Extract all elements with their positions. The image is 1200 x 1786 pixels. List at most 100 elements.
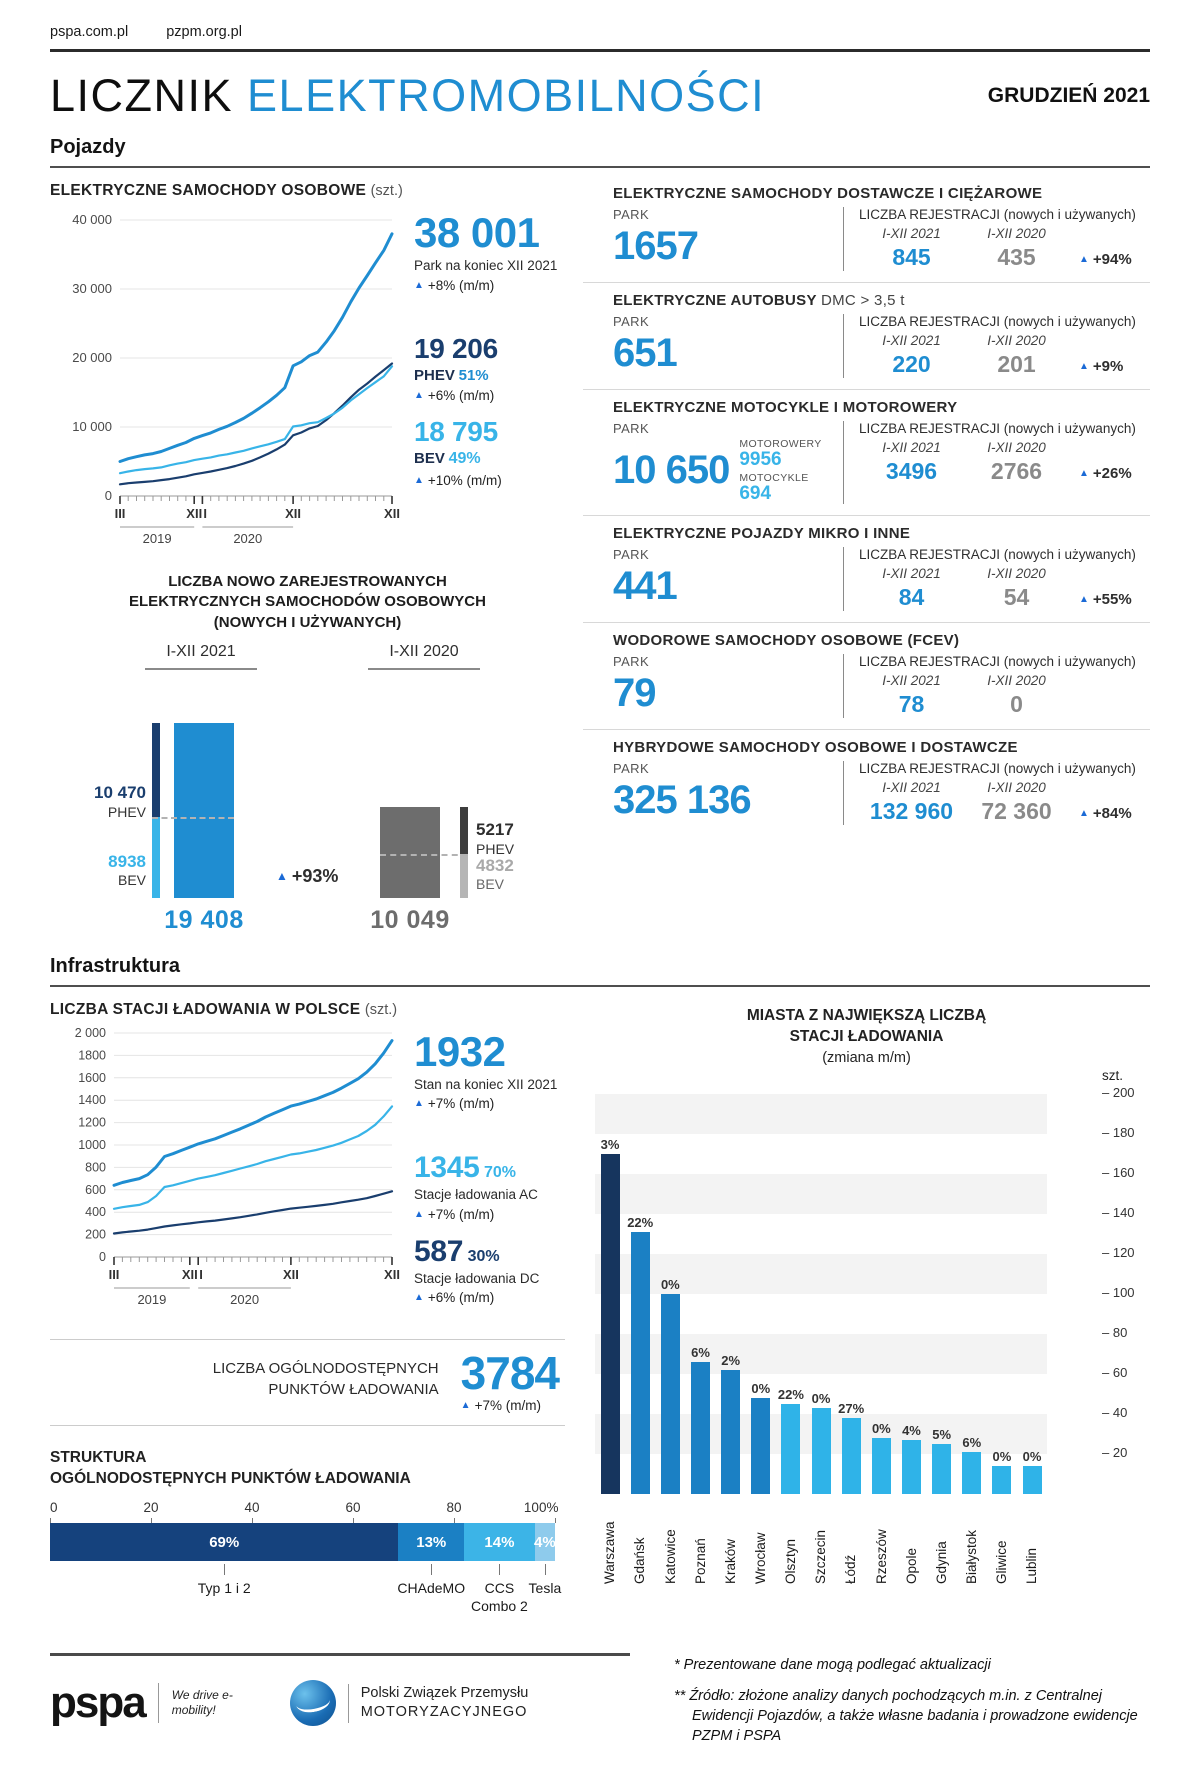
up-triangle-icon: ▲ xyxy=(1079,254,1089,265)
svg-text:I: I xyxy=(203,506,207,521)
park-label: PARK xyxy=(613,546,650,562)
svg-text:2020: 2020 xyxy=(230,1292,259,1307)
structure-axis-tick xyxy=(151,1518,152,1524)
up-triangle-icon: ▲ xyxy=(1079,807,1089,819)
structure-stacked-bar: 69% 13% 14% 4% xyxy=(50,1523,556,1562)
structure-segment-label: Typ 1 i 2 xyxy=(197,1580,251,1597)
vehicle-card: HYBRYDOWE SAMOCHODY OSOBOWE I DOSTAWCZE … xyxy=(583,728,1150,836)
link-pzpm[interactable]: pzpm.org.pl xyxy=(166,24,242,40)
ev-total-value: 38 001 xyxy=(414,209,540,256)
city-bar-value-label: 22% xyxy=(777,1387,804,1403)
structure-callout-line xyxy=(544,1564,546,1576)
structure-callout-line xyxy=(431,1564,433,1576)
dashed-divider-2021 xyxy=(152,817,234,820)
city-bar xyxy=(871,1438,891,1495)
reg-year-2020: I-XII 2020 xyxy=(987,779,1046,795)
city-bar-group: 22% xyxy=(625,1215,655,1495)
title-elektromobilnosci: ELEKTROMOBILNOŚCI xyxy=(247,70,766,121)
cities-axis-tick: – 80 xyxy=(1102,1325,1128,1341)
city-bar-group: 4% xyxy=(896,1423,926,1495)
svg-text:XII: XII xyxy=(182,1267,198,1282)
bev-share: 49% xyxy=(448,450,481,468)
up-triangle-icon: ▲ xyxy=(414,1208,424,1220)
city-bar xyxy=(932,1444,952,1495)
ev-chart-unit: (szt.) xyxy=(370,183,403,199)
svg-text:I: I xyxy=(199,1267,203,1282)
city-bar-value-label: 0% xyxy=(1022,1449,1042,1465)
reg-group-label-2021: I-XII 2021 xyxy=(166,642,236,660)
city-bar xyxy=(992,1466,1012,1495)
svg-text:XII: XII xyxy=(384,506,400,521)
reg-value-2021: 84 xyxy=(898,583,925,610)
charging-points-label: LICZBA OGÓLNODOSTĘPNYCH PUNKTÓW ŁADOWANI… xyxy=(212,1359,439,1398)
pzpm-logo: Polski Związek Przemysłu MOTORYZACYJNEGO xyxy=(289,1680,528,1727)
ac-label: Stacje ładowania AC xyxy=(414,1187,538,1203)
ev-bev-stat: 18 795 BEV 49% ▲ +10% (m/m) xyxy=(414,418,557,488)
vehicle-card: ELEKTRYCZNE AUTOBUSY DMC > 3,5 t PARK 65… xyxy=(583,282,1150,389)
reg-value-2021: 132 960 xyxy=(869,797,954,824)
structure-title: STRUKTURA OGÓLNODOSTĘPNYCH PUNKTÓW ŁADOW… xyxy=(50,1449,411,1488)
up-triangle-icon: ▲ xyxy=(1079,468,1089,479)
cities-chart-block: MIASTA Z NAJWIĘKSZĄ LICZBĄ STACJI ŁADOWA… xyxy=(583,995,1150,1624)
points-structure-block: STRUKTURA OGÓLNODOSTĘPNYCH PUNKTÓW ŁADOW… xyxy=(50,1448,565,1623)
stations-chart-title-text: LICZBA STACJI ŁADOWANIA W POLSCE xyxy=(50,1000,361,1018)
city-bar-value-label: 0% xyxy=(871,1421,891,1437)
city-bar-group: 3% xyxy=(595,1137,625,1495)
svg-text:1000: 1000 xyxy=(78,1138,106,1152)
reg-year-2020: I-XII 2020 xyxy=(987,440,1046,455)
city-name: Poznań xyxy=(692,1538,708,1585)
city-bar-value-label: 5% xyxy=(932,1427,952,1443)
bar-total-2021 xyxy=(174,722,234,898)
city-name: Warszawa xyxy=(602,1521,618,1585)
pzpm-logo-text: Polski Związek Przemysłu MOTORYZACYJNEGO xyxy=(347,1683,528,1723)
park-value: 651 xyxy=(613,331,678,375)
city-bar xyxy=(600,1154,620,1495)
reg-value-2021: 78 xyxy=(898,690,925,717)
stations-total-label: Stan na koniec XII 2021 xyxy=(414,1076,558,1092)
pspa-logo: pspa We drive e-mobility! xyxy=(50,1681,244,1725)
cities-y-axis: szt. – 200 – 180 – 160 – 140 – 120 – 100 – 80 –… xyxy=(1094,1068,1150,1494)
up-triangle-icon: ▲ xyxy=(1079,593,1089,605)
structure-axis-label: 60 xyxy=(345,1500,361,1516)
svg-text:40 000: 40 000 xyxy=(72,212,112,227)
svg-text:2019: 2019 xyxy=(137,1292,166,1307)
structure-callouts: Typ 1 i 2 CHAdeMO CCS Combo 2 Tesla xyxy=(50,1561,561,1623)
link-pspa[interactable]: pspa.com.pl xyxy=(50,24,129,40)
bev-change: ▲ +10% (m/m) xyxy=(414,472,502,488)
svg-text:1800: 1800 xyxy=(78,1048,106,1062)
reg-value-2020: 54 xyxy=(1003,583,1030,610)
svg-text:III: III xyxy=(115,506,126,521)
registrations-label: LICZBA REJESTRACJI (nowych i używanych) xyxy=(859,421,1136,436)
phev-name: PHEV xyxy=(414,366,455,384)
stations-dc-stat: 587 30% Stacje ładowania DC ▲ +6% (m/m) xyxy=(414,1236,557,1305)
structure-segment-label: CCS Combo 2 xyxy=(471,1580,528,1615)
registrations-label: LICZBA REJESTRACJI (nowych i używanych) xyxy=(859,207,1136,222)
structure-segment: 4% xyxy=(534,1523,556,1562)
ac-share: 70% xyxy=(484,1164,517,1182)
registrations-chart-title: LICZBA NOWO ZAREJESTROWANYCH ELEKTRYCZNY… xyxy=(129,573,486,631)
structure-axis-label: 20 xyxy=(143,1500,159,1516)
dashed-divider-2020 xyxy=(380,854,468,857)
svg-text:1600: 1600 xyxy=(78,1071,106,1085)
infrastructure-section: LICZBA STACJI ŁADOWANIA W POLSCE (szt.) … xyxy=(50,995,1150,1624)
structure-axis-label: 80 xyxy=(446,1500,462,1516)
total-registrations-2021: 19 408 xyxy=(164,905,244,934)
bar-total-2020 xyxy=(380,807,440,898)
cities-axis-tick: – 200 xyxy=(1102,1085,1135,1101)
svg-text:XII: XII xyxy=(285,506,301,521)
reg-change: ▲ +94% xyxy=(1079,251,1132,268)
up-triangle-icon: ▲ xyxy=(414,390,424,402)
city-bar xyxy=(751,1398,771,1495)
label-phev-2021: 10 470 PHEV xyxy=(94,783,146,820)
park-sub-value: 9956 xyxy=(739,449,782,471)
city-bar xyxy=(781,1404,801,1495)
city-bar xyxy=(660,1294,680,1495)
svg-text:20 000: 20 000 xyxy=(72,350,112,365)
label-bev-2021: 8938 BEV xyxy=(108,851,146,889)
city-bar-value-label: 6% xyxy=(691,1345,710,1361)
card-title: ELEKTRYCZNE MOTOCYKLE I MOTOROWERY xyxy=(613,399,958,416)
structure-segment-label: Tesla xyxy=(528,1580,562,1597)
up-triangle-icon: ▲ xyxy=(414,279,424,291)
